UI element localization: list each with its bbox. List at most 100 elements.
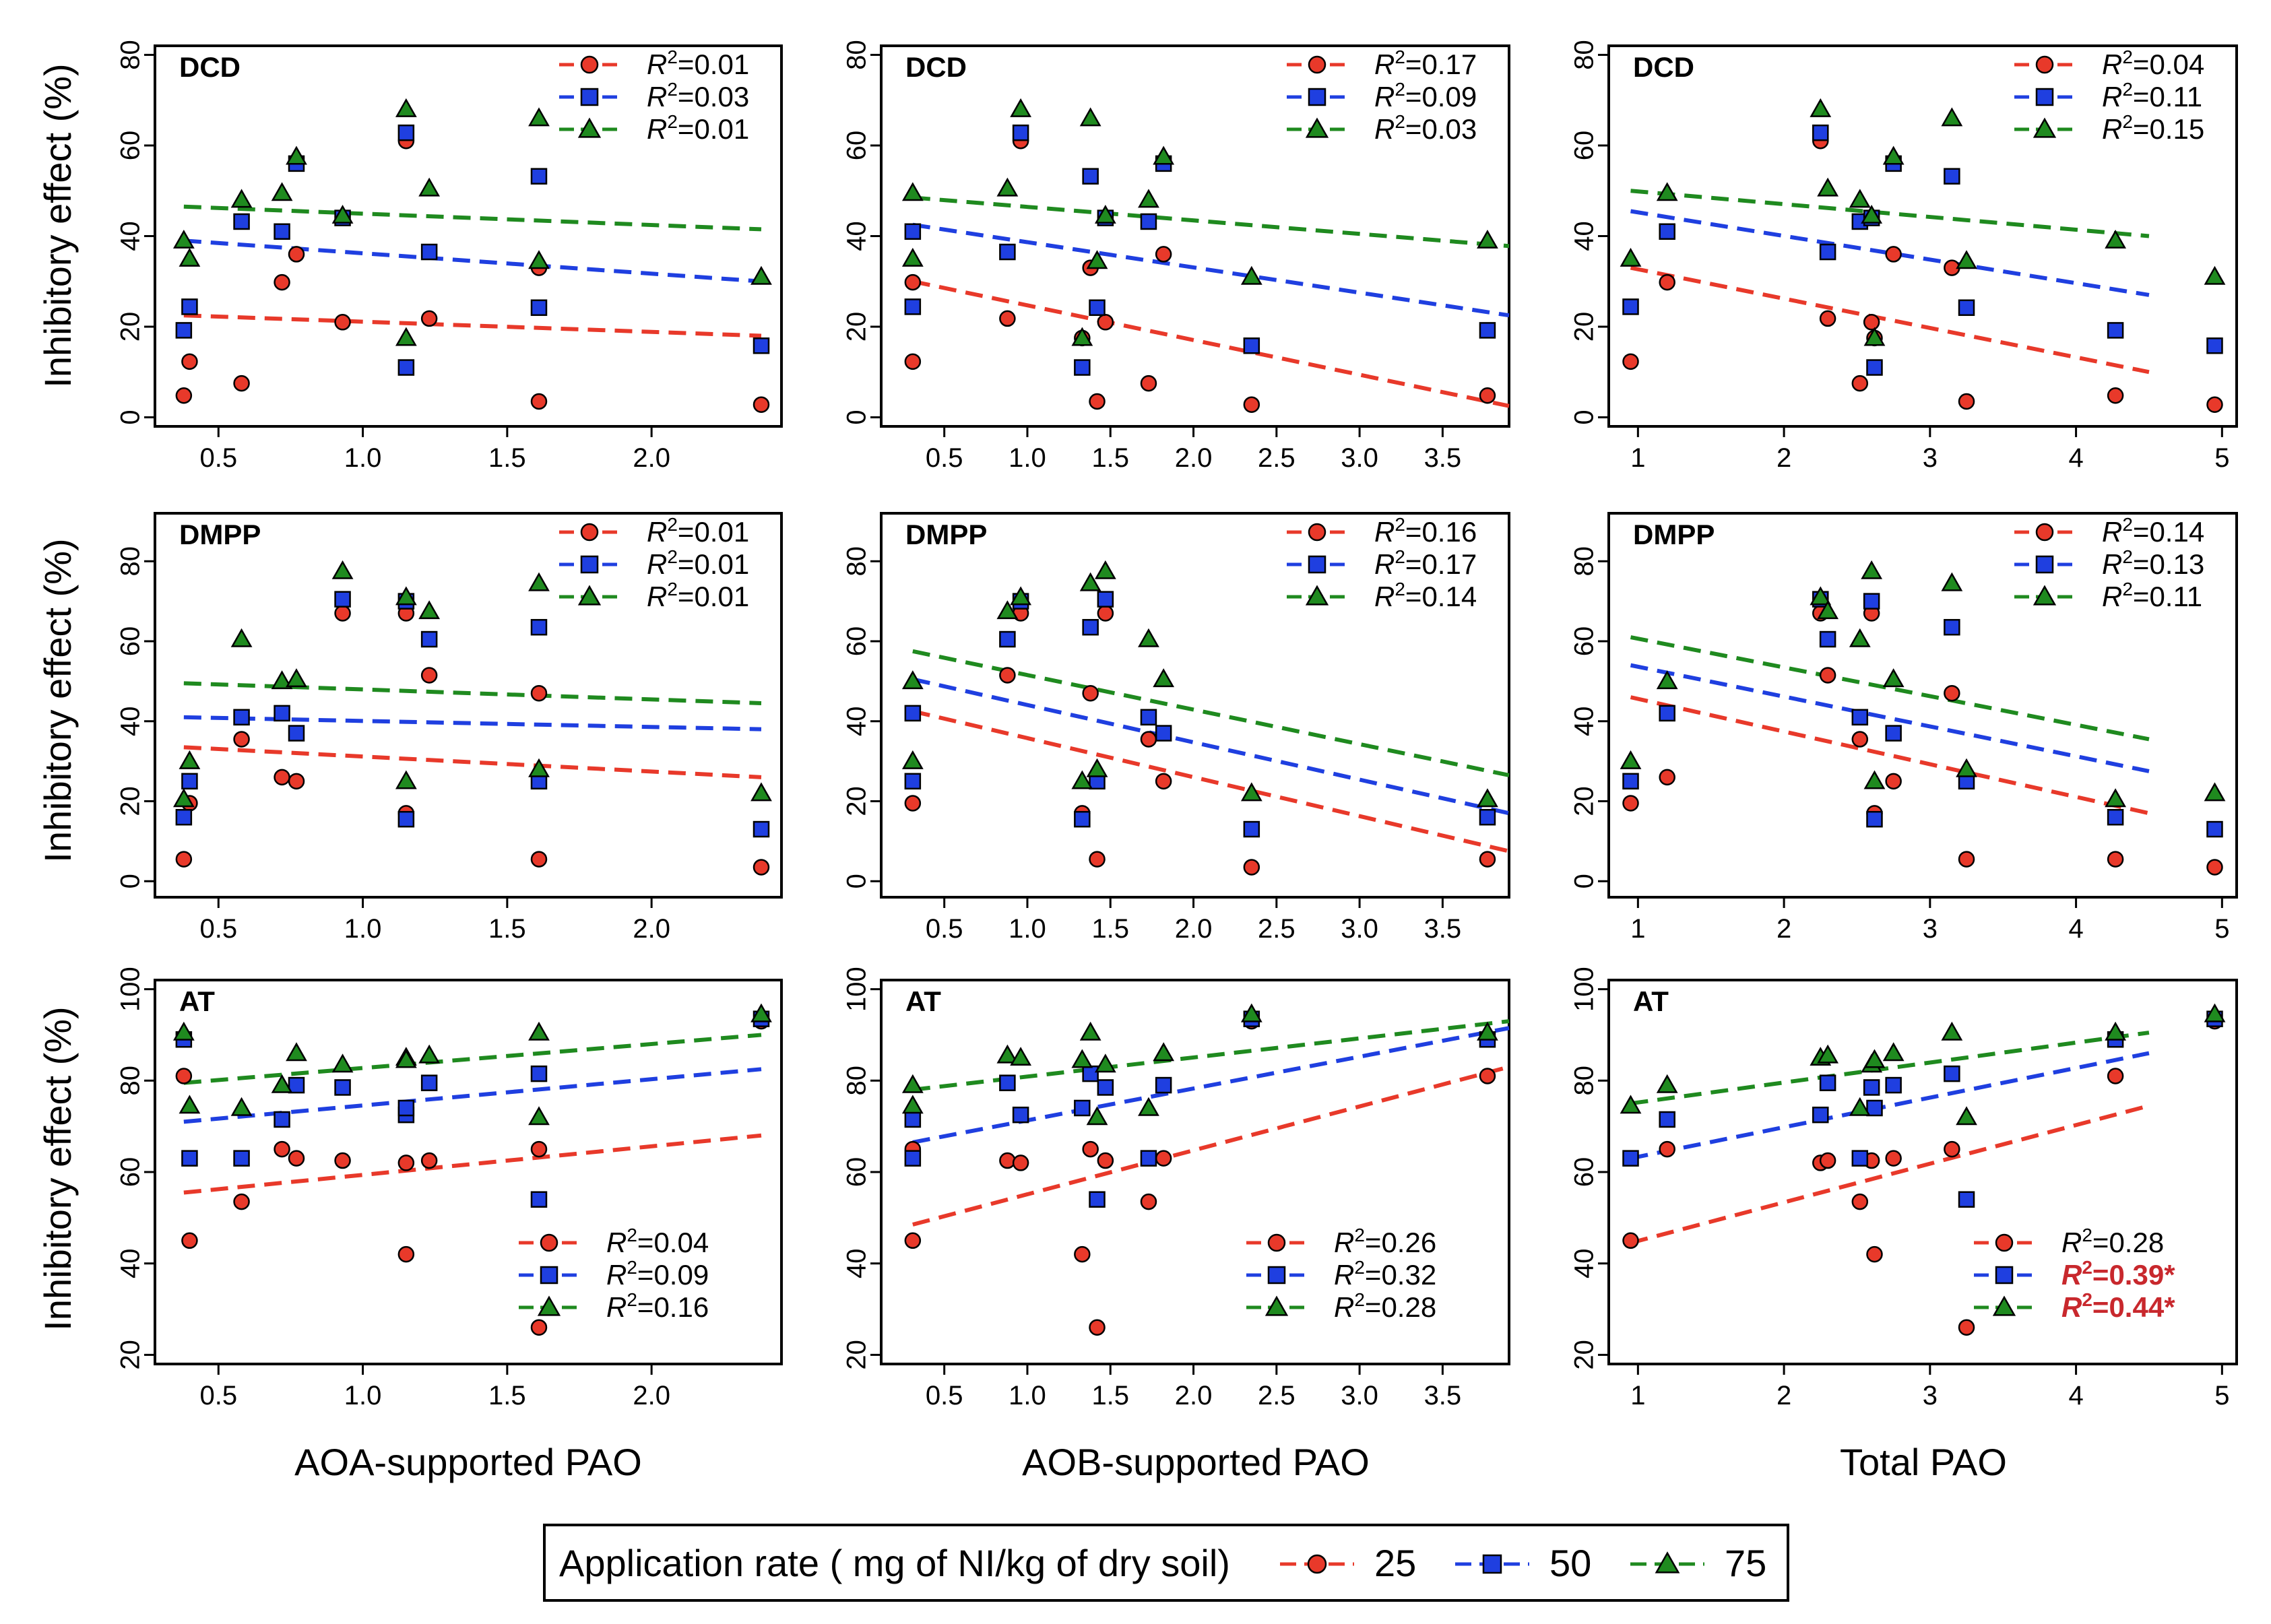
point-75 xyxy=(331,560,354,579)
point-75 xyxy=(901,247,924,267)
point-25 xyxy=(1885,1150,1902,1167)
point-50 xyxy=(1074,1099,1091,1117)
point-75 xyxy=(1079,572,1101,591)
panel-frame xyxy=(880,979,1510,1365)
panel-title: DMPP xyxy=(905,519,987,550)
point-50 xyxy=(1851,709,1869,726)
x-tick-label: 0.5 xyxy=(926,443,963,473)
point-25 xyxy=(397,1155,415,1171)
y-tick-label: 80 xyxy=(842,546,872,577)
legend-r2-50: R2=0.09 xyxy=(606,1257,709,1291)
point-25 xyxy=(233,375,250,392)
point-75 xyxy=(395,327,417,346)
point-50 xyxy=(1243,337,1260,354)
point-50 xyxy=(530,1065,548,1082)
point-75 xyxy=(1861,204,1883,224)
y-tick-label: 80 xyxy=(1570,40,1599,70)
point-75 xyxy=(996,177,1019,197)
point-75 xyxy=(528,572,550,591)
panel-frame xyxy=(1607,512,2238,899)
point-50 xyxy=(1089,1191,1106,1208)
point-25 xyxy=(274,273,290,291)
point-50 xyxy=(397,1099,415,1117)
y-tick-label: 80 xyxy=(1570,1066,1599,1096)
panel-frame xyxy=(154,979,783,1365)
point-50 xyxy=(999,243,1016,261)
point-75 xyxy=(901,1095,924,1114)
point-25 xyxy=(1140,1193,1157,1210)
point-25 xyxy=(2107,851,2124,868)
legend-r2-25: R2=0.28 xyxy=(2061,1225,2164,1258)
fit-line-75 xyxy=(1630,635,2150,742)
point-50 xyxy=(904,298,922,315)
point-50 xyxy=(1082,618,1099,636)
point-50 xyxy=(1074,810,1091,828)
x-tick-label: 0.5 xyxy=(199,914,237,944)
point-50 xyxy=(530,299,548,317)
point-75 xyxy=(1071,1049,1093,1068)
y-tick-label: 60 xyxy=(1570,131,1599,161)
y-tick-label: 80 xyxy=(1570,546,1599,577)
point-75 xyxy=(1079,1021,1101,1041)
fit-line-50 xyxy=(1630,663,2150,773)
legend-marker-50 xyxy=(540,1266,558,1285)
point-25 xyxy=(530,1319,548,1336)
y-tick-label: 60 xyxy=(116,1157,146,1188)
x-tick-label: 2.0 xyxy=(633,1381,670,1410)
legend-r2-75: R2=0.15 xyxy=(2102,111,2204,145)
point-50 xyxy=(530,168,548,185)
point-25 xyxy=(530,1140,548,1158)
point-25 xyxy=(175,387,193,404)
x-tick-label: 5 xyxy=(2214,914,2229,944)
point-25 xyxy=(1243,859,1260,876)
fit-line-75 xyxy=(183,1033,762,1085)
x-tick-label: 4 xyxy=(2068,443,2083,473)
point-50 xyxy=(1479,809,1496,826)
legend-marker-75 xyxy=(2033,585,2057,606)
y-tick-label: 60 xyxy=(842,1157,872,1188)
y-tick-label: 80 xyxy=(116,546,146,577)
point-50 xyxy=(1958,299,1975,317)
point-50 xyxy=(181,773,198,790)
point-75 xyxy=(996,600,1019,620)
point-25 xyxy=(1155,1150,1172,1167)
fit-line-25 xyxy=(1630,1103,2150,1245)
point-75 xyxy=(528,107,550,127)
point-75 xyxy=(1849,628,1871,647)
point-75 xyxy=(750,1003,772,1022)
point-50 xyxy=(233,1150,250,1167)
x-tick-label: 2.5 xyxy=(1258,443,1296,473)
x-tick-label: 5 xyxy=(2214,443,2229,473)
point-25 xyxy=(2206,859,2223,876)
x-tick-label: 3.0 xyxy=(1341,443,1378,473)
y-tick-label: 40 xyxy=(1570,707,1599,737)
point-25 xyxy=(1089,851,1106,868)
fit-line-75 xyxy=(1630,189,2150,238)
point-75 xyxy=(230,189,253,208)
y-tick-label: 40 xyxy=(116,221,146,251)
point-50 xyxy=(334,1079,351,1096)
point-25 xyxy=(1885,246,1902,263)
legend-marker-75 xyxy=(1992,1295,2016,1316)
fit-line-25 xyxy=(912,709,1510,853)
point-75 xyxy=(1153,145,1175,165)
point-50 xyxy=(1819,630,1836,648)
point-25 xyxy=(999,310,1016,327)
point-50 xyxy=(1885,725,1902,742)
point-25 xyxy=(1155,246,1172,263)
point-50 xyxy=(2206,337,2223,354)
fit-line-50 xyxy=(183,238,762,284)
point-50 xyxy=(420,630,438,648)
legend-r2-50: R2=0.01 xyxy=(647,546,749,580)
point-50 xyxy=(1012,124,1029,141)
point-75 xyxy=(1010,586,1032,606)
legend-marker-50 xyxy=(1267,1266,1286,1285)
point-75 xyxy=(2204,782,2226,802)
point-50 xyxy=(288,725,305,742)
y-tick-label: 20 xyxy=(1570,312,1599,342)
point-75 xyxy=(230,1097,253,1116)
legend-marker-25 xyxy=(1308,55,1326,74)
y-tick-label: 80 xyxy=(842,1066,872,1096)
